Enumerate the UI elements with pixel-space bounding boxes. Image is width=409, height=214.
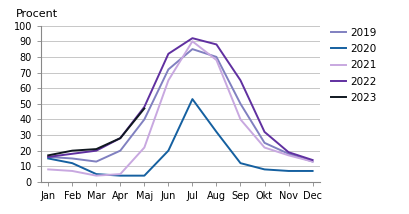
Line: 2019: 2019 bbox=[48, 49, 312, 162]
2020 bbox=[166, 149, 171, 152]
Line: 2022: 2022 bbox=[48, 38, 312, 160]
2021 bbox=[117, 173, 122, 175]
2022 bbox=[261, 131, 266, 133]
2021 bbox=[94, 174, 99, 177]
2019 bbox=[142, 118, 146, 121]
2022 bbox=[238, 79, 243, 82]
2020 bbox=[238, 162, 243, 164]
2019 bbox=[213, 56, 218, 58]
2021 bbox=[285, 154, 290, 157]
2019 bbox=[238, 103, 243, 105]
2019 bbox=[117, 149, 122, 152]
2023 bbox=[70, 149, 74, 152]
2020 bbox=[213, 131, 218, 133]
Text: Procent: Procent bbox=[16, 9, 58, 19]
2020 bbox=[46, 157, 51, 160]
2020 bbox=[261, 168, 266, 171]
Line: 2021: 2021 bbox=[48, 41, 312, 176]
2022 bbox=[46, 156, 51, 158]
2022 bbox=[142, 106, 146, 108]
2021 bbox=[261, 146, 266, 149]
2023 bbox=[94, 148, 99, 150]
2022 bbox=[166, 52, 171, 55]
2020 bbox=[117, 174, 122, 177]
2020 bbox=[142, 174, 146, 177]
2019 bbox=[70, 157, 74, 160]
2019 bbox=[261, 142, 266, 144]
2022 bbox=[213, 43, 218, 46]
2019 bbox=[285, 153, 290, 155]
2022 bbox=[94, 149, 99, 152]
2021 bbox=[46, 168, 51, 171]
2021 bbox=[142, 146, 146, 149]
2019 bbox=[46, 156, 51, 158]
2021 bbox=[166, 79, 171, 82]
2020 bbox=[70, 162, 74, 164]
2020 bbox=[94, 173, 99, 175]
2023 bbox=[46, 154, 51, 157]
Line: 2023: 2023 bbox=[48, 108, 144, 155]
2021 bbox=[70, 170, 74, 172]
2019 bbox=[189, 48, 194, 51]
2019 bbox=[166, 68, 171, 71]
Line: 2020: 2020 bbox=[48, 99, 312, 176]
2022 bbox=[285, 151, 290, 153]
2021 bbox=[189, 40, 194, 43]
Legend: 2019, 2020, 2021, 2022, 2023: 2019, 2020, 2021, 2022, 2023 bbox=[330, 28, 376, 103]
2019 bbox=[94, 160, 99, 163]
2022 bbox=[117, 137, 122, 140]
2023 bbox=[117, 137, 122, 140]
2023 bbox=[142, 107, 146, 110]
2022 bbox=[309, 159, 314, 161]
2021 bbox=[309, 160, 314, 163]
2020 bbox=[189, 98, 194, 100]
2022 bbox=[70, 153, 74, 155]
2020 bbox=[309, 170, 314, 172]
2021 bbox=[213, 59, 218, 61]
2019 bbox=[309, 160, 314, 163]
2020 bbox=[285, 170, 290, 172]
2022 bbox=[189, 37, 194, 39]
2021 bbox=[238, 118, 243, 121]
